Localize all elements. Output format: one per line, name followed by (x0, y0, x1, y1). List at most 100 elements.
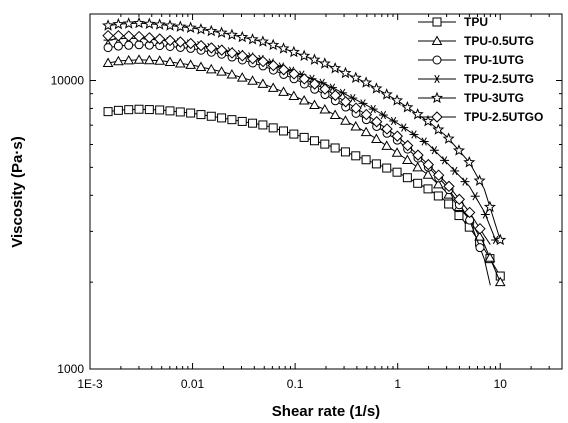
data-point-asterisk (480, 210, 490, 219)
asterisk-stroke (434, 74, 440, 84)
data-point-star (391, 94, 404, 106)
data-point-diamond (102, 29, 114, 42)
asterisk-stroke (319, 78, 325, 87)
x-axis-title: Shear rate (1/s) (272, 403, 380, 420)
data-point-triangle (350, 120, 362, 131)
legend-item: TPU-3UTG (418, 91, 524, 105)
data-point-diamond (319, 83, 331, 95)
data-point-square (279, 126, 289, 136)
data-point-asterisk (440, 156, 450, 165)
data-point-diamond (298, 73, 311, 85)
asterisk-stroke (452, 166, 458, 176)
legend-label: TPU-2.5UTG (464, 72, 534, 86)
data-point-diamond (246, 52, 259, 65)
data-point-triangle (371, 133, 382, 143)
data-point-star (102, 19, 115, 31)
asterisk-stroke (482, 210, 489, 219)
data-point-triangle (143, 54, 155, 65)
data-point-square (299, 132, 309, 142)
legend-item: TPU-2.5UTGO (418, 110, 543, 124)
data-point-asterisk (368, 104, 378, 114)
data-point-star (122, 17, 135, 29)
data-point-triangle (484, 252, 496, 262)
data-point-diamond (205, 42, 218, 54)
data-point-star (360, 76, 373, 88)
data-point-star (246, 33, 259, 45)
data-point-star (163, 19, 177, 31)
data-point-diamond (164, 34, 176, 47)
y-tick-label: 1000 (57, 362, 84, 376)
data-point-square (340, 147, 350, 157)
data-point-star (339, 66, 352, 79)
data-point-square (454, 211, 464, 221)
data-point-triangle (154, 55, 166, 65)
data-point-diamond (401, 139, 414, 152)
data-point-triangle (257, 78, 269, 88)
data-point-asterisk (327, 83, 337, 92)
data-point-star (421, 114, 435, 127)
data-point-asterisk (358, 99, 368, 108)
data-point-diamond (350, 102, 362, 114)
data-point-asterisk (470, 192, 480, 201)
data-point-star (494, 233, 507, 246)
data-point-star (277, 42, 290, 54)
asterisk-stroke (401, 123, 407, 132)
data-point-star (442, 132, 455, 144)
asterisk-stroke (421, 137, 427, 146)
x-tick-label: 1E-3 (77, 377, 103, 391)
series-tpu-0-5utg (102, 54, 506, 287)
data-point-star (174, 20, 187, 32)
data-point-triangle (174, 57, 186, 68)
data-point-diamond (288, 68, 300, 80)
asterisk-stroke (339, 88, 346, 98)
data-point-triangle (247, 75, 258, 85)
data-point-square (330, 143, 340, 153)
series-line (107, 59, 501, 283)
data-point-star (463, 155, 476, 168)
data-point-star (267, 38, 280, 51)
data-point-square (371, 159, 381, 169)
data-point-square (444, 199, 454, 209)
legend-item: TPU-0.5UTG (418, 34, 534, 48)
data-point-diamond (195, 39, 207, 52)
data-point-square (289, 129, 299, 139)
y-axis-title: Viscosity (Pa·s) (9, 136, 26, 247)
tick-layer: 1E-3 0.01 0.1 1 10 1000 10000 (51, 14, 563, 391)
data-point-triangle (236, 72, 248, 82)
data-point-square (155, 105, 165, 115)
data-point-star (215, 26, 228, 38)
data-point-diamond (381, 123, 393, 135)
data-point-square (196, 110, 206, 120)
data-point-square (268, 123, 278, 133)
data-point-diamond (112, 29, 125, 42)
data-point-diamond (154, 33, 166, 45)
series-tpu-3utg (102, 16, 507, 246)
data-point-square (165, 106, 175, 116)
data-point-triangle (113, 55, 124, 66)
legend-label: TPU-0.5UTG (464, 34, 534, 48)
legend-label: TPU-1UTG (464, 53, 524, 67)
data-point-asterisk (460, 177, 470, 186)
data-point-triangle (360, 126, 372, 137)
data-point-triangle (195, 61, 207, 72)
data-point-star (194, 23, 207, 35)
data-point-star (401, 101, 414, 113)
data-point-asterisk (348, 93, 358, 103)
data-point-star (411, 107, 424, 120)
data-point-diamond (308, 78, 321, 90)
data-point-star (153, 18, 166, 30)
data-point-square (392, 167, 402, 177)
data-point-triangle (267, 82, 279, 92)
x-tick-label: 0.01 (181, 377, 205, 391)
asterisk-stroke (309, 74, 315, 83)
data-point-square (175, 107, 185, 117)
data-point-diamond (226, 47, 238, 59)
data-point-star (143, 17, 156, 30)
data-point-square (361, 155, 371, 165)
data-point-star (329, 61, 342, 74)
data-point-diamond (453, 193, 466, 206)
legend-item: TPU-1UTG (418, 53, 524, 67)
data-point-square (402, 173, 412, 183)
data-point-triangle (381, 140, 393, 150)
data-point-star (483, 200, 496, 213)
